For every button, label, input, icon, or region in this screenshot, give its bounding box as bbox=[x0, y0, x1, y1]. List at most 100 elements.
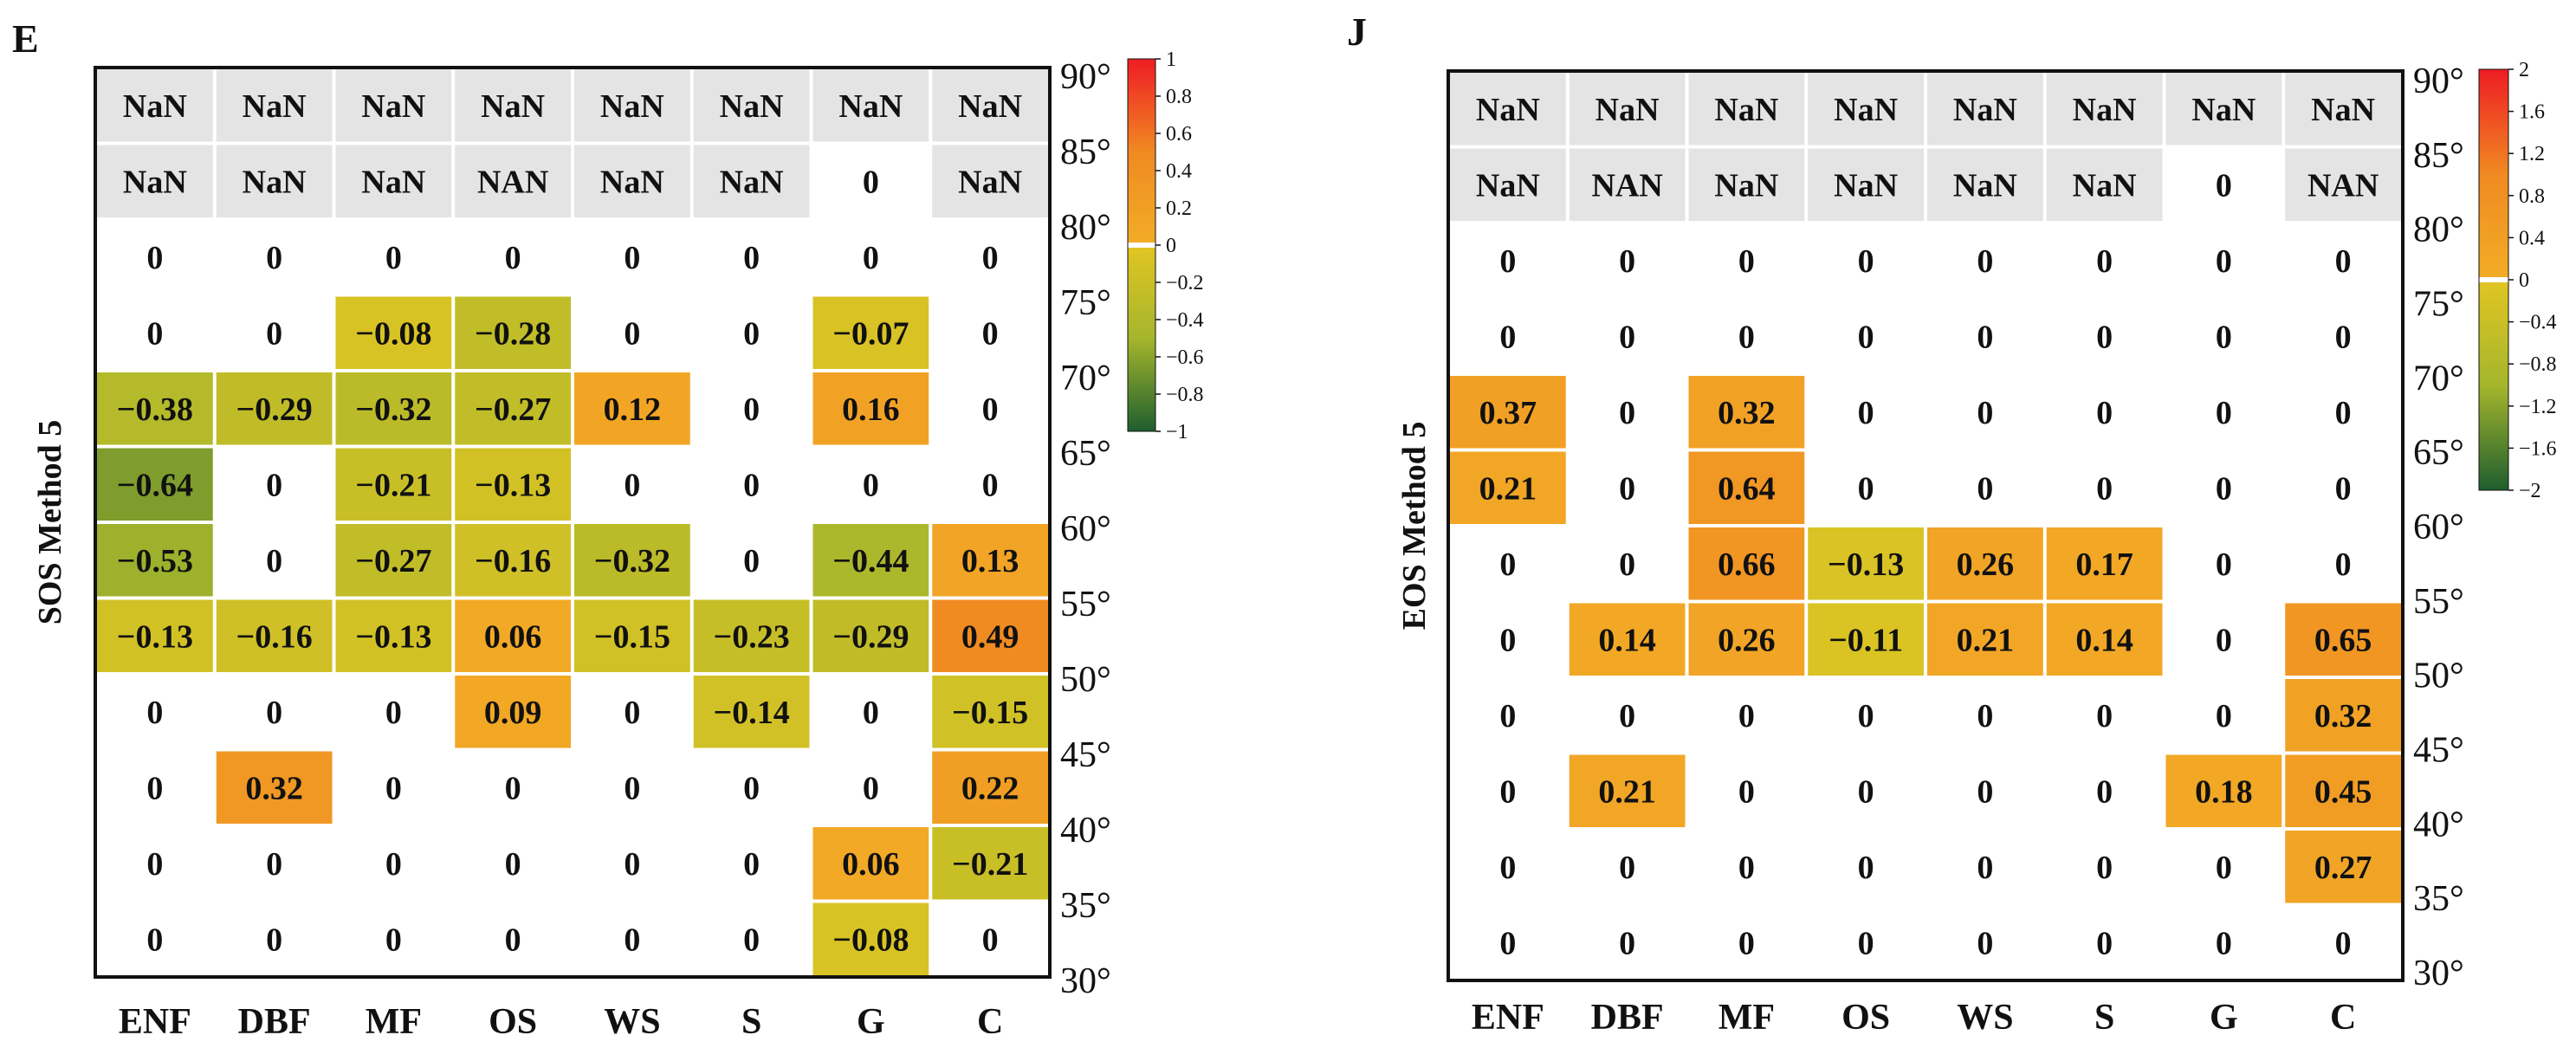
cell-label: −0.13 bbox=[355, 618, 431, 655]
cell-label: 0 bbox=[1619, 319, 1635, 355]
heatmap-cell bbox=[1688, 679, 1805, 752]
cell-label: 0 bbox=[1977, 925, 1993, 961]
cell-label: −0.32 bbox=[594, 543, 670, 579]
cell-label: 0.26 bbox=[1718, 622, 1776, 658]
cell-label: NaN bbox=[600, 164, 664, 200]
heatmap-cell bbox=[455, 524, 571, 597]
heatmap-cell bbox=[1927, 224, 2043, 297]
heatmap-cell bbox=[1569, 451, 1686, 524]
heatmap-cell bbox=[1569, 754, 1686, 827]
cell-label: 0.32 bbox=[1718, 395, 1776, 431]
cell-label: NaN bbox=[958, 88, 1022, 125]
category-label: MF bbox=[366, 1002, 422, 1042]
cell-label: 0 bbox=[1977, 698, 1993, 734]
latitude-tick-label: 60° bbox=[1060, 509, 1111, 549]
category-label: OS bbox=[489, 1002, 537, 1042]
heatmap-cell bbox=[812, 221, 929, 294]
heatmap-cell bbox=[335, 827, 452, 900]
cell-label: 0 bbox=[2335, 319, 2352, 355]
heatmap-cell bbox=[693, 902, 810, 975]
heatmap-cell bbox=[2165, 148, 2282, 221]
cell-label: 0.26 bbox=[1957, 547, 2015, 583]
cell-label: −0.13 bbox=[475, 467, 551, 503]
heatmap-cell bbox=[216, 751, 333, 824]
cell-label: NAN bbox=[477, 164, 548, 200]
cell-label: 0 bbox=[624, 315, 640, 352]
cell-label: NaN bbox=[1595, 92, 1660, 128]
cell-label: NaN bbox=[1476, 167, 1540, 204]
heatmap-cell bbox=[455, 827, 571, 900]
plot-frame bbox=[1447, 69, 2404, 982]
cell-label: NaN bbox=[2073, 92, 2137, 128]
cell-label: 0.06 bbox=[842, 846, 900, 883]
cell-label: 0 bbox=[982, 922, 999, 958]
cell-label: −0.64 bbox=[117, 467, 193, 503]
colorbar-tick-label: −0.4 bbox=[2519, 312, 2557, 334]
colorbar-tick-label: −0.4 bbox=[1166, 309, 1204, 332]
cell-label: 0 bbox=[385, 846, 402, 883]
colorbar-zero-band bbox=[1128, 243, 1155, 248]
cell-label: 0 bbox=[743, 543, 760, 579]
cell-label: 0.16 bbox=[842, 391, 900, 428]
cell-label: 0 bbox=[863, 770, 879, 806]
cell-label: −0.53 bbox=[117, 543, 193, 579]
heatmap-cell bbox=[1688, 148, 1805, 221]
cell-label: −0.23 bbox=[714, 618, 790, 655]
heatmap-cell bbox=[1808, 906, 1924, 979]
cell-label: 0 bbox=[982, 240, 999, 276]
y-axis-label: SOS Method 5 bbox=[32, 420, 68, 624]
heatmap-cell bbox=[97, 296, 213, 369]
cell-label: NaN bbox=[2311, 92, 2375, 128]
cell-label: 0.14 bbox=[1598, 622, 1656, 658]
colorbar-tick-label: 1.2 bbox=[2519, 143, 2545, 165]
heatmap-cell bbox=[455, 599, 571, 672]
cell-label: 0 bbox=[1499, 773, 1516, 810]
cell-label: 0 bbox=[1619, 547, 1635, 583]
heatmap-cell bbox=[216, 827, 333, 900]
cell-label: 0 bbox=[1499, 243, 1516, 280]
heatmap-cell bbox=[97, 599, 213, 672]
cell-label: −0.13 bbox=[117, 618, 193, 655]
cell-label: 0 bbox=[385, 922, 402, 958]
heatmap-cell bbox=[2046, 831, 2163, 903]
y-axis-label: EOS Method 5 bbox=[1396, 422, 1433, 631]
category-label: ENF bbox=[119, 1002, 191, 1042]
cell-label: 0 bbox=[1619, 470, 1635, 507]
latitude-tick-label: 60° bbox=[2413, 508, 2464, 547]
heatmap-cell bbox=[2046, 679, 2163, 752]
cell-label: 0 bbox=[2096, 470, 2113, 507]
heatmap-cell bbox=[1927, 603, 2043, 676]
heatmap-cell bbox=[1569, 603, 1686, 676]
category-label: OS bbox=[1841, 998, 1890, 1038]
cell-label: 0.21 bbox=[1479, 470, 1537, 507]
cell-label: 0.65 bbox=[2314, 622, 2372, 658]
heatmap-cell bbox=[97, 676, 213, 748]
cell-label: NaN bbox=[600, 88, 664, 125]
heatmap-cell bbox=[1450, 603, 1566, 676]
cell-label: 0 bbox=[266, 846, 282, 883]
cell-label: NaN bbox=[361, 88, 425, 125]
cell-label: 0 bbox=[743, 770, 760, 806]
heatmap-cell bbox=[574, 676, 690, 748]
heatmap-cell bbox=[216, 599, 333, 672]
cell-label: 0 bbox=[1499, 925, 1516, 961]
colorbar-tick-label: 1.6 bbox=[2519, 101, 2545, 124]
heatmap-cell bbox=[2285, 831, 2401, 903]
cell-label: 0 bbox=[1977, 395, 1993, 431]
cell-label: 0.27 bbox=[2314, 850, 2372, 886]
heatmap-cell bbox=[932, 296, 1048, 369]
cell-label: 0 bbox=[1738, 698, 1755, 734]
cell-label: NAN bbox=[2307, 167, 2379, 204]
cell-label: 0.18 bbox=[2195, 773, 2253, 810]
heatmap-cell bbox=[1927, 376, 2043, 449]
cell-label: 0 bbox=[266, 315, 282, 352]
heatmap-cell bbox=[693, 296, 810, 369]
category-label: WS bbox=[1957, 998, 2013, 1038]
cell-label: 0 bbox=[743, 846, 760, 883]
heatmap-cell bbox=[216, 372, 333, 445]
cell-label: −0.44 bbox=[832, 543, 909, 579]
heatmap-cell bbox=[693, 751, 810, 824]
heatmap-cell bbox=[932, 524, 1048, 597]
cell-label: NaN bbox=[123, 164, 187, 200]
heatmap-cell bbox=[932, 902, 1048, 975]
